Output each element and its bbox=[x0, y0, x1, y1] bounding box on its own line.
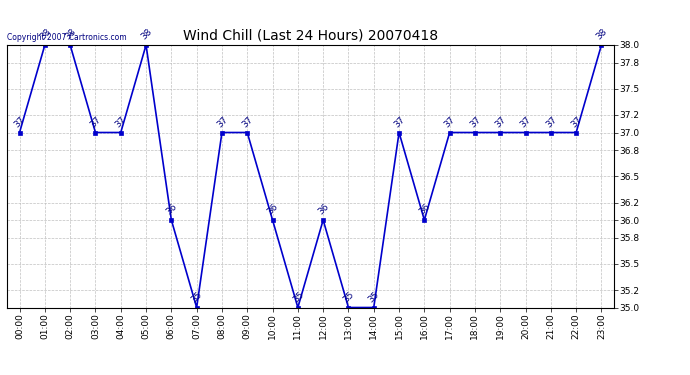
Title: Wind Chill (Last 24 Hours) 20070418: Wind Chill (Last 24 Hours) 20070418 bbox=[183, 28, 438, 42]
Text: 37: 37 bbox=[569, 114, 584, 129]
Text: 37: 37 bbox=[493, 114, 508, 129]
Text: 36: 36 bbox=[164, 202, 179, 216]
Text: 37: 37 bbox=[114, 114, 128, 129]
Text: 35: 35 bbox=[190, 290, 204, 304]
Text: 37: 37 bbox=[544, 114, 558, 129]
Text: 37: 37 bbox=[443, 114, 457, 129]
Text: 37: 37 bbox=[215, 114, 230, 129]
Text: 37: 37 bbox=[12, 114, 27, 129]
Text: 36: 36 bbox=[316, 202, 331, 216]
Text: 36: 36 bbox=[417, 202, 432, 216]
Text: 36: 36 bbox=[266, 202, 280, 216]
Text: 35: 35 bbox=[342, 290, 356, 304]
Text: 37: 37 bbox=[468, 114, 482, 129]
Text: 37: 37 bbox=[240, 114, 255, 129]
Text: 38: 38 bbox=[38, 27, 52, 42]
Text: 37: 37 bbox=[88, 114, 103, 129]
Text: 38: 38 bbox=[63, 27, 78, 42]
Text: Copyright 2007 Cartronics.com: Copyright 2007 Cartronics.com bbox=[7, 33, 126, 42]
Text: 37: 37 bbox=[392, 114, 406, 129]
Text: 35: 35 bbox=[291, 290, 306, 304]
Text: 35: 35 bbox=[367, 290, 382, 304]
Text: 37: 37 bbox=[519, 114, 533, 129]
Text: 38: 38 bbox=[139, 27, 154, 42]
Text: 38: 38 bbox=[595, 27, 609, 42]
